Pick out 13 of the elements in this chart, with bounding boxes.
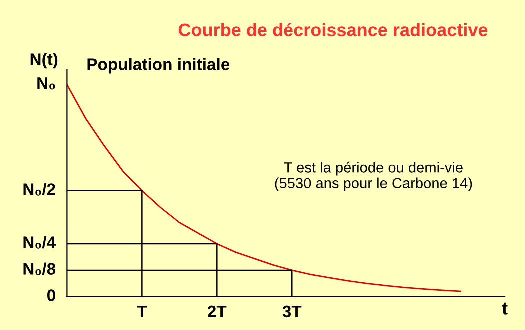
y-axis-title: N(t) [30, 53, 58, 69]
text: N₀/2 [24, 183, 56, 196]
text: N₀/4 [24, 236, 56, 249]
x-tick-label: 3T [282, 306, 302, 318]
x-tick-label: 2T [208, 306, 227, 318]
text: N₀ [38, 78, 56, 90]
annotation: T est la période ou demi-vie (5530 ans pour le Carbone 14) [275, 162, 472, 192]
text: 0 [47, 290, 56, 302]
annotation: Population initiale [88, 58, 230, 74]
x-tick-label: T [137, 306, 148, 318]
text: N₀/8 [24, 262, 56, 276]
chart-title: Courbe de décroissance radioactive [178, 23, 488, 36]
x-axis-title: t [502, 302, 508, 315]
